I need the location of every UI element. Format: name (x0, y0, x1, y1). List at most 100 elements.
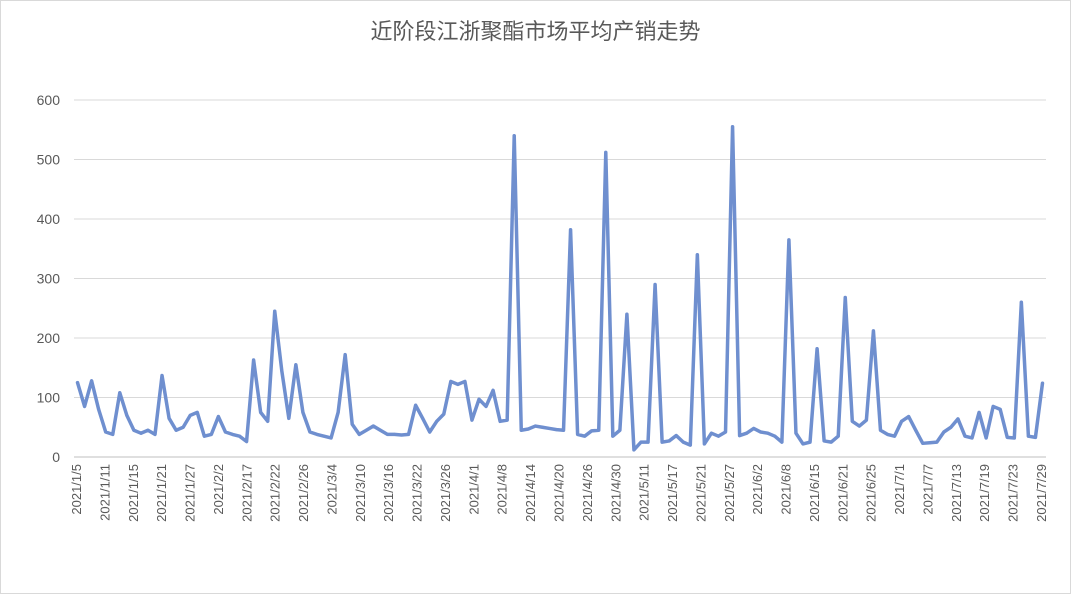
data-point (153, 432, 157, 436)
data-point (83, 404, 87, 408)
data-point (984, 436, 988, 440)
x-tick-label: 2021/2/22 (268, 464, 283, 522)
data-point (928, 441, 932, 445)
data-point (667, 439, 671, 443)
x-tick-label: 2021/7/13 (949, 464, 964, 522)
chart-title: 近阶段江浙聚酯市场平均产销走势 (370, 20, 701, 45)
data-point (230, 432, 234, 436)
data-point (540, 425, 544, 429)
data-point (505, 418, 509, 422)
x-tick-label: 2021/5/21 (693, 464, 708, 522)
data-point (449, 379, 453, 383)
x-tick-label: 2021/3/22 (410, 464, 425, 522)
data-point (900, 419, 904, 423)
y-axis-ticks: 0 100 200 300 400 500 600 (37, 92, 61, 465)
series-layer (75, 125, 1045, 452)
y-tick-label: 600 (37, 92, 61, 108)
data-point (336, 410, 340, 414)
data-point (421, 416, 425, 420)
data-point (146, 428, 150, 432)
x-tick-label: 2021/1/21 (154, 464, 169, 522)
data-point (794, 431, 798, 435)
data-point (871, 329, 875, 333)
data-point (597, 428, 601, 432)
data-point (977, 410, 981, 414)
data-point (287, 416, 291, 420)
data-point (886, 432, 890, 436)
data-point (702, 442, 706, 446)
x-tick-label: 2021/4/1 (466, 464, 481, 515)
data-point (125, 413, 129, 417)
data-point (322, 434, 326, 438)
data-point (301, 410, 305, 414)
data-point (836, 434, 840, 438)
data-point (195, 410, 199, 414)
data-point (1012, 436, 1016, 440)
data-point (238, 434, 242, 438)
data-point (385, 432, 389, 436)
data-point (463, 379, 467, 383)
data-point (709, 431, 713, 435)
data-point (752, 426, 756, 430)
data-point (456, 382, 460, 386)
data-point (815, 347, 819, 351)
data-point (90, 379, 94, 383)
data-point (1040, 381, 1044, 385)
data-point (1005, 435, 1009, 439)
data-point (970, 436, 974, 440)
data-point (1033, 435, 1037, 439)
data-point (618, 428, 622, 432)
data-point (343, 353, 347, 357)
data-point (1019, 300, 1023, 304)
x-tick-label: 2021/6/8 (779, 464, 794, 515)
data-point (632, 448, 636, 452)
data-point (893, 434, 897, 438)
data-point (843, 296, 847, 300)
data-point (308, 430, 312, 434)
x-tick-label: 2021/4/30 (608, 464, 623, 522)
data-point (252, 358, 256, 362)
data-point (491, 388, 495, 392)
data-point (97, 407, 101, 411)
data-point (766, 431, 770, 435)
data-point (562, 428, 566, 432)
data-point (822, 439, 826, 443)
data-point (787, 238, 791, 242)
data-point (533, 424, 537, 428)
data-point (921, 441, 925, 445)
data-point (949, 425, 953, 429)
data-point (273, 309, 277, 313)
data-point (181, 425, 185, 429)
x-tick-label: 2021/1/5 (69, 464, 84, 515)
data-point (329, 436, 333, 440)
x-axis-ticks: 2021/1/5 2021/1/11 2021/1/15 2021/1/21 2021/… (69, 464, 1049, 522)
data-point (583, 434, 587, 438)
data-point (76, 381, 80, 385)
data-point (625, 312, 629, 316)
data-point (569, 228, 573, 232)
data-point (660, 440, 664, 444)
data-point (1026, 434, 1030, 438)
data-point (907, 415, 911, 419)
data-point (611, 434, 615, 438)
series-line (75, 125, 1045, 452)
x-tick-label: 2021/2/26 (296, 464, 311, 522)
data-point (118, 391, 122, 395)
data-point (160, 373, 164, 377)
data-point (223, 430, 227, 434)
x-tick-label: 2021/7/29 (1034, 464, 1049, 522)
x-tick-label: 2021/3/10 (353, 464, 368, 522)
x-tick-label: 2021/2/2 (211, 464, 226, 515)
data-point (167, 416, 171, 420)
data-point (731, 125, 735, 129)
y-tick-label: 500 (37, 152, 61, 168)
data-point (653, 282, 657, 286)
data-point (724, 430, 728, 434)
x-tick-label: 2021/1/11 (97, 464, 112, 521)
x-tick-label: 2021/4/26 (580, 464, 595, 522)
y-tick-label: 0 (52, 449, 60, 465)
data-point (639, 440, 643, 444)
data-point (209, 432, 213, 436)
